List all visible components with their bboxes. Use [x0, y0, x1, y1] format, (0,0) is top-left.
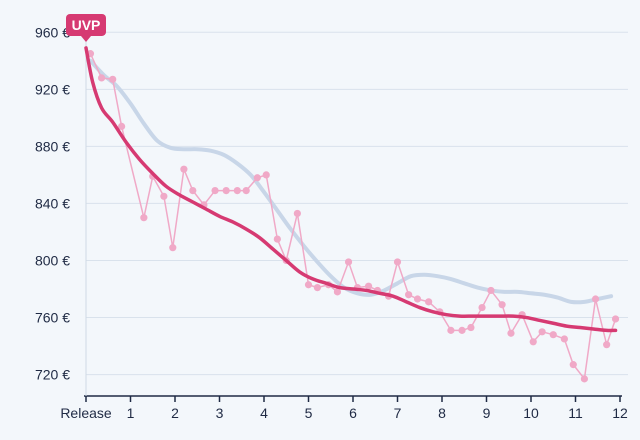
price-point — [560, 335, 568, 343]
price-point — [253, 174, 261, 182]
price-point — [569, 361, 577, 369]
x-tick-label: 6 — [349, 405, 357, 421]
price-point — [549, 331, 557, 339]
price-point — [591, 295, 600, 303]
price-point — [109, 75, 117, 83]
uvp-badge — [66, 13, 106, 36]
price-point — [393, 258, 402, 266]
x-tick-label: Release — [60, 405, 112, 421]
x-tick-label: 3 — [216, 405, 224, 421]
trend-line — [84, 46, 618, 333]
uvp-badge-label: UVP — [72, 17, 101, 33]
x-tick-label: 12 — [612, 405, 628, 421]
price-point — [313, 283, 321, 292]
smooth-trend-line — [88, 58, 614, 305]
x-tick-label: 8 — [438, 405, 446, 421]
price-point — [97, 74, 106, 82]
price-point — [507, 329, 515, 337]
y-tick-label: 720 € — [35, 367, 70, 383]
uvp-annotation: UVP — [66, 13, 106, 42]
x-tick-label: 9 — [483, 405, 491, 421]
y-tick-label: 920 € — [35, 81, 70, 97]
x-axis: Release 1 2 3 4 5 6 7 8 9 10 11 12 — [60, 395, 628, 421]
price-point — [467, 323, 475, 332]
price-point — [529, 338, 537, 346]
price-point — [293, 209, 301, 218]
x-tick-label: 11 — [568, 405, 583, 421]
price-point — [498, 301, 506, 309]
price-point — [118, 122, 126, 131]
price-point — [304, 281, 313, 289]
y-tick-label: 880 € — [35, 138, 70, 154]
price-point — [580, 375, 589, 383]
x-tick-label: 5 — [305, 405, 313, 421]
price-point — [180, 165, 188, 173]
price-point — [447, 326, 455, 334]
price-point — [189, 186, 197, 195]
price-point — [222, 186, 230, 195]
x-tick-label: 4 — [260, 405, 268, 421]
y-tick-label: 800 € — [35, 252, 70, 268]
price-point — [344, 258, 353, 266]
price-point — [233, 186, 241, 195]
price-point — [603, 341, 611, 349]
uvp-badge-pointer — [81, 35, 91, 42]
price-point — [538, 328, 546, 336]
price-point — [364, 282, 373, 290]
price-point — [211, 186, 219, 195]
y-tick-label: 960 € — [35, 24, 70, 40]
y-axis: 720 € 760 € 800 € 840 € 880 € 920 € 960 € — [35, 18, 87, 396]
price-point — [242, 186, 250, 195]
price-point — [405, 291, 413, 299]
price-point — [458, 326, 466, 334]
x-tick-label: 1 — [127, 405, 135, 421]
x-tick-label: 2 — [171, 405, 179, 421]
price-point — [611, 315, 620, 323]
price-points-line — [89, 53, 617, 381]
price-point — [140, 214, 148, 222]
y-tick-label: 760 € — [35, 310, 70, 326]
y-tick-label: 840 € — [35, 195, 70, 211]
grid-lines — [86, 31, 628, 376]
series-layer — [84, 46, 620, 383]
price-point — [487, 286, 495, 295]
price-point — [160, 192, 168, 200]
price-point — [273, 235, 281, 243]
price-point — [333, 288, 342, 296]
price-point — [413, 295, 422, 303]
price-point — [169, 244, 177, 252]
x-tick-label: 10 — [523, 405, 539, 421]
price-point — [425, 298, 433, 306]
price-point — [478, 303, 486, 312]
price-point — [262, 171, 270, 179]
x-tick-label: 7 — [394, 405, 402, 421]
